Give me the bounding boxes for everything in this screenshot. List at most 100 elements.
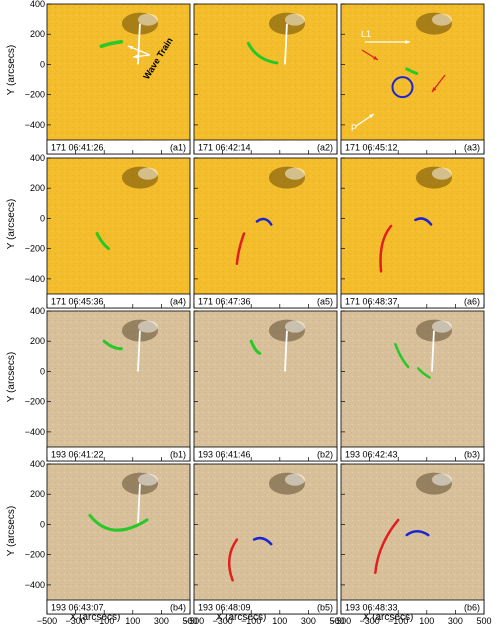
panel-label-strip (193, 446, 338, 462)
x-tick-label: 100 (419, 616, 434, 626)
green-front-arc (416, 367, 431, 379)
green-front-arc (405, 67, 419, 76)
y-tick-label: 200 (30, 336, 45, 346)
panel-time-label: 193 06:41:46 (198, 450, 251, 460)
red-front-arc (227, 538, 239, 582)
y-tick-label: 0 (40, 519, 45, 529)
panel-image (46, 157, 191, 309)
panel-b3: 193 06:42:43 (b3) (340, 310, 485, 462)
panel-tag: (a5) (317, 297, 333, 307)
x-tick-label: −500 (37, 616, 57, 626)
green-front-arc (249, 339, 262, 355)
panel-image (340, 157, 485, 309)
panel-time-label: 193 06:48:33 (345, 603, 398, 613)
panel-label-strip (340, 139, 485, 155)
x-axis-label-col1: X (arcsecs) (70, 612, 121, 623)
bright-ray (431, 330, 435, 372)
panel-time-label: 171 06:47:36 (198, 297, 251, 307)
blue-front-arc (414, 217, 433, 226)
red-arrow-2-head (432, 87, 437, 92)
x-tick-label: −300 (65, 616, 85, 626)
blue-front-arc (405, 529, 430, 537)
panel-tag: (a6) (464, 297, 480, 307)
p-annotation: P (351, 123, 357, 133)
panel-tag: (b4) (170, 603, 186, 613)
y-tick-label: 400 (30, 306, 45, 316)
active-region-bright (431, 167, 452, 180)
panel-tag: (b1) (170, 450, 186, 460)
panel-a1: 171 06:41:26 (a1) (46, 3, 191, 155)
region-p-circle (391, 76, 414, 99)
x-tick-label: 500 (182, 616, 197, 626)
panel-time-label: 193 06:43:07 (51, 603, 104, 613)
y-tick-label: 400 (30, 153, 45, 163)
p-label: P (351, 123, 357, 133)
x-tick-label: 300 (301, 616, 316, 626)
panel-a2: 171 06:42:14 (a2) (193, 3, 338, 155)
panel-a3: 171 06:45:12 (a3) (340, 3, 485, 155)
active-region-bright (284, 320, 305, 333)
x-tick-label: 100 (125, 616, 140, 626)
l1-label: L1 (361, 29, 371, 39)
y-tick-label: 0 (40, 366, 45, 376)
blue-front-arc (252, 536, 273, 546)
wave-train-arrow-2-head (133, 54, 138, 59)
panel-image (340, 310, 485, 462)
panel-tag: (a4) (170, 297, 186, 307)
active-region-bright (431, 13, 452, 26)
panel-a4: 171 06:45:36 (a4) (46, 157, 191, 309)
y-axis-label-row4: Y (arcsecs) (6, 506, 17, 556)
active-region-bright (137, 473, 158, 486)
y-tick-label: 400 (30, 0, 45, 9)
panel-image (46, 463, 191, 615)
bright-ray (137, 483, 141, 525)
y-tick-label: −400 (25, 580, 45, 590)
red-front-arc (379, 224, 393, 273)
panel-time-label: 171 06:42:14 (198, 143, 251, 153)
green-front-arc (99, 40, 124, 49)
active-region-bright (137, 320, 158, 333)
x-tick-label: −300 (359, 616, 379, 626)
x-tick-label: −100 (241, 616, 261, 626)
panel-b4: 193 06:43:07 (b4) (46, 463, 191, 615)
green-front-arc (88, 513, 149, 532)
panel-image (46, 3, 191, 155)
x-axis-label-col3: X (arcsecs) (363, 612, 414, 623)
wave-train-arrow-1-head (128, 45, 133, 50)
y-tick-label: −200 (25, 244, 45, 254)
panel-time-label: 171 06:45:12 (345, 143, 398, 153)
l1-annotation: L1 (361, 29, 371, 39)
p-arrow-head (369, 114, 374, 119)
x-tick-label: −300 (212, 616, 232, 626)
y-tick-label: −400 (25, 427, 45, 437)
active-region-bright (137, 13, 158, 26)
y-axis-label-row1: Y (arcsecs) (6, 45, 17, 95)
y-tick-label: −400 (25, 120, 45, 130)
x-axis-label-col2: X (arcsecs) (216, 612, 267, 623)
green-front-arc (95, 232, 110, 251)
bright-ray (137, 330, 141, 372)
y-axis-label-row2: Y (arcsecs) (6, 199, 17, 249)
x-tick-label: 300 (154, 616, 169, 626)
panel-label-strip (46, 599, 191, 615)
bright-ray (284, 23, 288, 65)
panel-time-label: 171 06:45:36 (51, 297, 104, 307)
y-tick-label: 200 (30, 489, 45, 499)
green-front-arc (394, 342, 410, 369)
active-region-bright (284, 13, 305, 26)
panel-b6: 193 06:48:33 (b6) (340, 463, 485, 615)
active-region-bright (284, 473, 305, 486)
panel-tag: (b2) (317, 450, 333, 460)
x-tick-label: −500 (184, 616, 204, 626)
panel-tag: (a3) (464, 143, 480, 153)
l1-arrow-head (405, 40, 410, 44)
panel-tag: (b6) (464, 603, 480, 613)
x-tick-label: −100 (388, 616, 408, 626)
green-front-arc (102, 339, 123, 351)
panel-label-strip (340, 446, 485, 462)
x-tick-label: 300 (448, 616, 463, 626)
red-front-arc (235, 232, 246, 266)
y-tick-label: 400 (30, 459, 45, 469)
panel-image (46, 310, 191, 462)
panel-label-strip (340, 599, 485, 615)
